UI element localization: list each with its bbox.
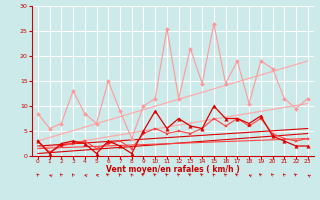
X-axis label: Vent moyen/en rafales ( km/h ): Vent moyen/en rafales ( km/h ) <box>106 165 240 174</box>
